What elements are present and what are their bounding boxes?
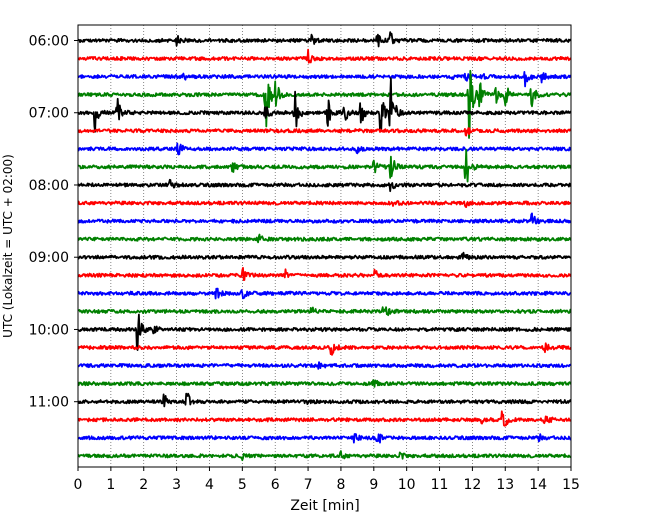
y-axis-label: UTC (Lokalzeit = UTC + 02:00) bbox=[1, 154, 15, 338]
trace-0800 bbox=[78, 178, 571, 193]
trace-1130 bbox=[78, 433, 571, 444]
trace-0730 bbox=[78, 142, 571, 156]
x-axis-label: Zeit [min] bbox=[290, 498, 359, 514]
y-axis-ticks: 06:00 07:00 08:00 09:00 10:00 11:00 bbox=[29, 34, 78, 411]
trace-0645 bbox=[78, 69, 571, 139]
trace-1015 bbox=[78, 342, 571, 356]
trace-0600 bbox=[78, 31, 571, 48]
y-tick-label: 08:00 bbox=[29, 178, 69, 194]
trace-1115 bbox=[78, 410, 571, 427]
trace-0615 bbox=[78, 48, 571, 64]
x-tick-label: 11 bbox=[431, 477, 449, 493]
trace-0930 bbox=[78, 287, 571, 300]
x-tick-label: 8 bbox=[336, 477, 345, 493]
trace-0630 bbox=[78, 71, 571, 88]
x-tick-label: 7 bbox=[304, 477, 313, 493]
x-tick-label: 6 bbox=[271, 477, 280, 493]
y-tick-label: 09:00 bbox=[29, 250, 69, 266]
x-tick-label: 15 bbox=[562, 477, 580, 493]
y-tick-label: 06:00 bbox=[29, 34, 69, 50]
trace-0945 bbox=[78, 306, 571, 317]
trace-1000 bbox=[78, 313, 571, 351]
trace-0700 bbox=[78, 77, 571, 133]
x-axis-ticks: 0 1 2 3 4 5 6 7 8 9 10 11 12 13 14 15 bbox=[74, 467, 580, 493]
x-tick-label: 2 bbox=[139, 477, 148, 493]
trace-1045 bbox=[78, 379, 571, 388]
x-tick-label: 5 bbox=[238, 477, 247, 493]
trace-0915 bbox=[78, 267, 571, 281]
trace-0900 bbox=[78, 251, 571, 261]
x-tick-label: 3 bbox=[172, 477, 181, 493]
y-tick-label: 10:00 bbox=[29, 322, 69, 338]
trace-1030 bbox=[78, 361, 571, 370]
x-tick-label: 9 bbox=[369, 477, 378, 493]
plot-frame bbox=[77, 24, 572, 468]
trace-0815 bbox=[78, 200, 571, 208]
trace-0830 bbox=[78, 212, 571, 225]
x-tick-label: 12 bbox=[463, 477, 481, 493]
y-tick-label: 11:00 bbox=[29, 395, 69, 411]
trace-0745 bbox=[78, 148, 571, 183]
x-tick-label: 1 bbox=[106, 477, 115, 493]
trace-1100 bbox=[78, 392, 571, 408]
x-tick-label: 13 bbox=[496, 477, 514, 493]
trace-0845 bbox=[78, 233, 571, 244]
x-tick-label: 4 bbox=[205, 477, 214, 493]
trace-1145 bbox=[78, 450, 571, 462]
trace-group bbox=[78, 31, 571, 462]
x-tick-label: 14 bbox=[529, 477, 547, 493]
x-tick-label: 0 bbox=[74, 477, 83, 493]
trace-0715 bbox=[78, 127, 571, 137]
y-tick-label: 07:00 bbox=[29, 106, 69, 122]
x-tick-label: 10 bbox=[398, 477, 416, 493]
